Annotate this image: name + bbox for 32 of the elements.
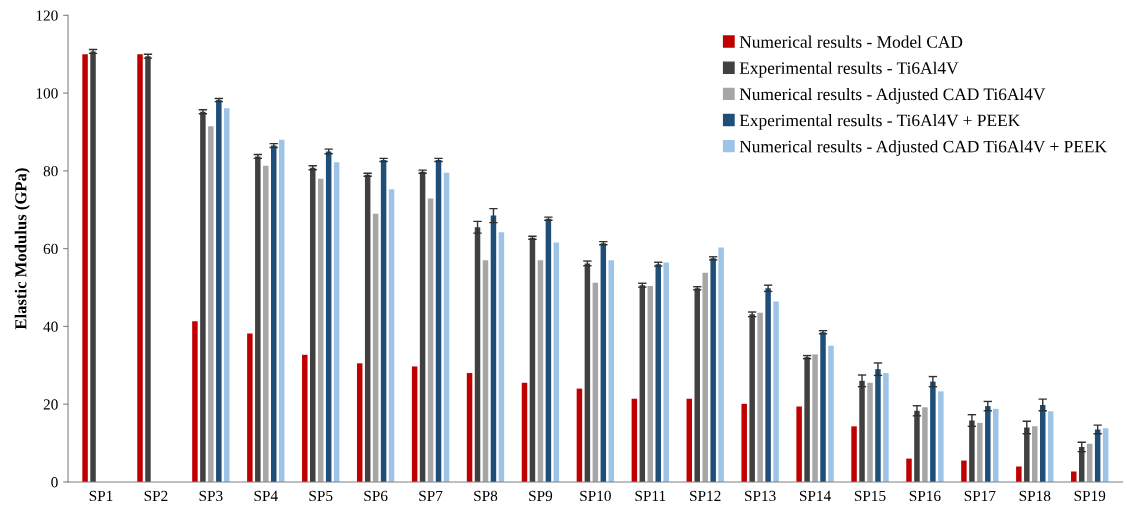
y-tick-label: 120 [36, 10, 58, 21]
x-tick-label: SP16 [909, 490, 941, 502]
legend-label: Experimental results - Ti6Al4V + PEEK [739, 114, 1021, 130]
x-tick-label: SP2 [144, 490, 168, 502]
x-tick-label: SP17 [964, 490, 996, 502]
x-tick-label: SP12 [690, 490, 721, 502]
x-tick-label: SP19 [1074, 490, 1106, 502]
x-tick-label: SP18 [1019, 490, 1051, 502]
y-tick-label: 20 [43, 399, 58, 410]
legend-label: Experimental results - Ti6Al4V [739, 61, 959, 78]
legend-label: Numerical results - Model CAD [739, 35, 963, 48]
y-tick-label: 40 [43, 321, 58, 332]
x-tick-label: SP10 [580, 490, 611, 502]
y-tick-label: 60 [43, 243, 58, 255]
legend-label: Numerical results - Adjusted CAD Ti6Al4V + PEEK [739, 140, 1107, 156]
x-tick-label: SP5 [309, 490, 333, 502]
y-axis-title: Elastic Modulus (GPa) [14, 168, 30, 330]
x-tick-label: SP3 [199, 490, 223, 502]
y-tick-label: 80 [43, 165, 58, 177]
x-tick-label: SP8 [474, 490, 498, 502]
x-tick-label: SP11 [635, 490, 666, 502]
x-tick-label: SP4 [254, 490, 278, 502]
x-tick-label: SP6 [364, 490, 388, 502]
x-tick-label: SP15 [854, 490, 886, 502]
legend-label: Numerical results - Adjusted CAD Ti6Al4V [739, 87, 1046, 104]
y-tick-label: 100 [36, 88, 58, 99]
x-tick-label: SP14 [799, 490, 831, 502]
x-tick-label: SP9 [529, 490, 553, 502]
x-tick-label: SP7 [419, 490, 443, 502]
y-tick-label: 0 [51, 477, 58, 488]
x-tick-label: SP1 [89, 490, 113, 502]
x-tick-label: SP13 [745, 490, 776, 502]
